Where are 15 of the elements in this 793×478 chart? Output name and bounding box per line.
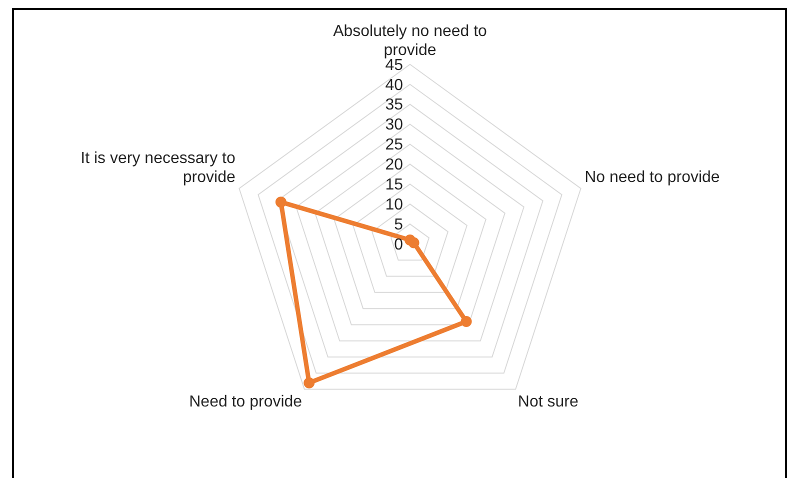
y-tick-label: 5 bbox=[394, 216, 404, 234]
y-tick-label: 45 bbox=[385, 56, 404, 74]
y-tick-label: 25 bbox=[385, 136, 404, 154]
spoke-label: Need to provide bbox=[189, 394, 302, 411]
y-tick-label: 10 bbox=[385, 196, 404, 214]
y-tick-label: 40 bbox=[385, 76, 404, 94]
y-tick-label: 15 bbox=[385, 176, 404, 194]
y-tick-label: 35 bbox=[385, 96, 404, 114]
spoke-label: Absolutely no need to provide bbox=[333, 23, 488, 60]
y-tick-label: 0 bbox=[394, 236, 404, 254]
spoke-label: No need to provide bbox=[584, 169, 720, 186]
y-tick-label: 20 bbox=[385, 156, 404, 174]
y-tick-label: 30 bbox=[385, 116, 404, 134]
spoke-label: It is very necessary to provide bbox=[80, 150, 236, 186]
spoke-label: Not sure bbox=[518, 394, 578, 411]
